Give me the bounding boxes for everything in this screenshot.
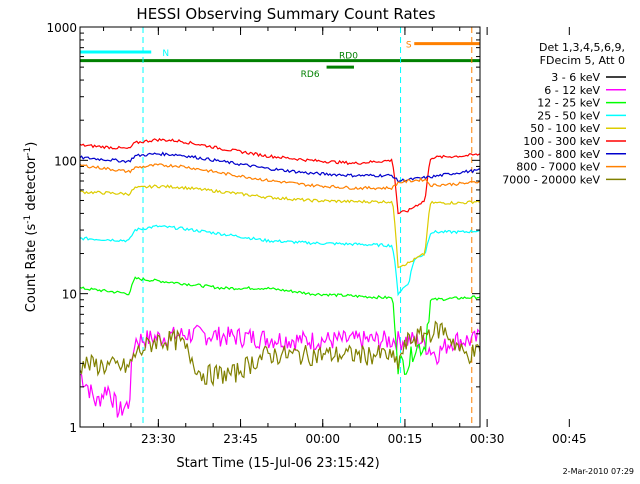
series-line <box>80 163 480 191</box>
legend-label: 12 - 25 keV <box>537 97 600 110</box>
y-tick-label: 1000 <box>46 21 77 35</box>
x-tick-label: 23:30 <box>141 432 176 446</box>
series-line <box>80 137 480 215</box>
x-tick-label: 23:45 <box>223 432 258 446</box>
y-axis-label-part: Count Rate (s <box>24 224 39 313</box>
legend-label: 6 - 12 keV <box>544 84 600 97</box>
y-tick-label: 10 <box>62 288 77 302</box>
x-tick-label: 00:30 <box>470 432 505 446</box>
legend-header: Det 1,3,4,5,6,9, <box>539 41 625 54</box>
legend-label: 300 - 800 keV <box>523 148 600 161</box>
y-axis-label-part: detector <box>24 155 39 215</box>
legend-label: 50 - 100 keV <box>530 122 600 135</box>
legend-label: 7000 - 20000 keV <box>502 173 600 186</box>
y-tick-label: 1 <box>69 421 77 435</box>
y-axis-label-part: -1 <box>23 147 33 156</box>
series-line <box>80 151 480 183</box>
y-axis-label-part: -1 <box>23 215 33 224</box>
legend-label: 100 - 300 keV <box>523 135 600 148</box>
y-axis-label-part: ) <box>24 142 39 147</box>
series-line <box>80 276 480 375</box>
y-axis-label: Count Rate (s-1 detector-1) <box>23 142 39 313</box>
x-tick-label: 00:45 <box>552 432 587 446</box>
legend-header: FDecim 5, Att 0 <box>540 54 625 67</box>
series-line <box>80 224 480 297</box>
state-bar-label: RD6 <box>301 70 320 80</box>
x-axis-label: Start Time (15-Jul-06 23:15:42) <box>176 456 379 471</box>
series-line <box>80 184 480 269</box>
state-bar-label: N <box>162 49 169 59</box>
chart-title: HESSI Observing Summary Count Rates <box>136 5 435 23</box>
legend-label: 3 - 6 keV <box>551 71 600 84</box>
legend-label: 800 - 7000 keV <box>516 161 600 174</box>
state-bar-label: RD0 <box>339 52 358 62</box>
state-bar-label: S <box>406 41 412 51</box>
footer-date: 2-Mar-2010 07:29 <box>563 467 634 476</box>
x-tick-label: 00:15 <box>388 432 423 446</box>
series-line <box>80 324 480 418</box>
plot-frame <box>79 26 481 428</box>
series-line <box>80 320 480 387</box>
legend-label: 25 - 50 keV <box>537 109 600 122</box>
x-tick-label: 00:00 <box>305 432 340 446</box>
y-tick-label: 100 <box>54 154 77 168</box>
